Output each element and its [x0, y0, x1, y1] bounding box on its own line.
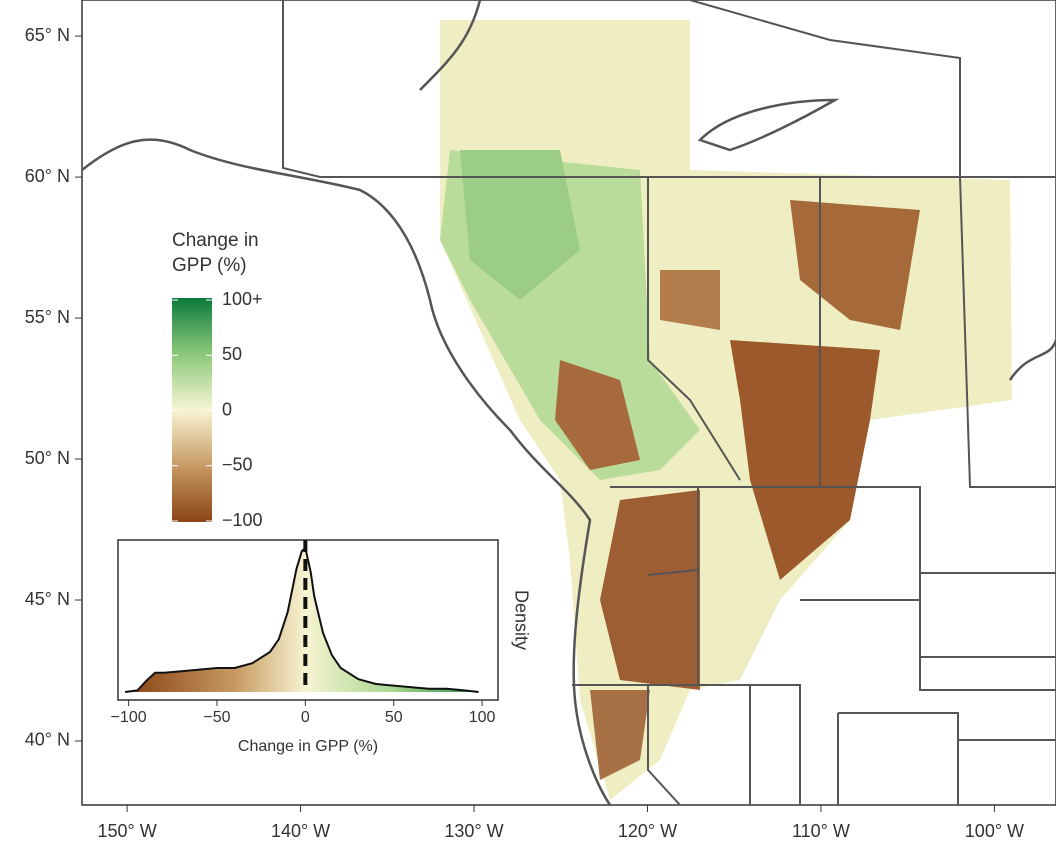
density-area: [125, 548, 479, 692]
colorbar-tick-label: 100+: [222, 289, 263, 309]
colorbar: [172, 298, 212, 522]
colorbar-tick-label: 0: [222, 399, 232, 419]
colorbar-tick-label: −100: [222, 510, 263, 530]
lon-tick-label: 150° W: [97, 821, 156, 841]
lat-tick-label: 40° N: [25, 730, 70, 750]
lat-tick-label: 60° N: [25, 166, 70, 186]
colorbar-tick-label: 50: [222, 344, 242, 364]
borders: [81, 0, 1056, 806]
legend-title: Change in GPP (%): [172, 230, 259, 276]
lon-tick-label: 100° W: [965, 821, 1024, 841]
land: [440, 20, 1012, 800]
inset-x-label: Change in GPP (%): [238, 738, 378, 755]
lat-tick-label: 65° N: [25, 25, 70, 45]
inset-x-tick-label: −100: [111, 709, 147, 726]
lat-tick-label: 55° N: [25, 307, 70, 327]
inset-x-tick-label: −50: [203, 709, 230, 726]
lat-tick-label: 45° N: [25, 589, 70, 609]
lat-tick-label: 50° N: [25, 448, 70, 468]
lon-tick-label: 130° W: [444, 821, 503, 841]
lon-tick-label: 120° W: [618, 821, 677, 841]
inset-x-tick-label: 50: [385, 709, 403, 726]
lon-tick-label: 110° W: [792, 821, 850, 841]
colorbar-tick-label: −50: [222, 455, 253, 475]
lon-tick-label: 140° W: [271, 821, 330, 841]
inset-x-tick-label: 0: [301, 709, 310, 726]
density-line: [124, 546, 479, 693]
inset-x-tick-label: 100: [469, 709, 496, 726]
inset-y-label: Density: [511, 590, 531, 650]
